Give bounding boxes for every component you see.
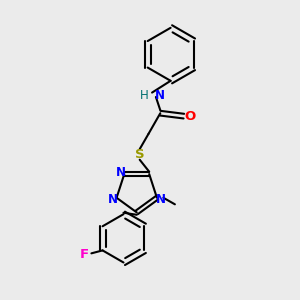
Text: H: H — [140, 89, 148, 102]
Text: N: N — [108, 193, 118, 206]
Text: S: S — [135, 148, 145, 161]
Text: O: O — [185, 110, 196, 123]
Text: N: N — [116, 166, 126, 179]
Text: N: N — [154, 89, 164, 102]
Text: F: F — [80, 248, 89, 261]
Text: N: N — [156, 193, 166, 206]
